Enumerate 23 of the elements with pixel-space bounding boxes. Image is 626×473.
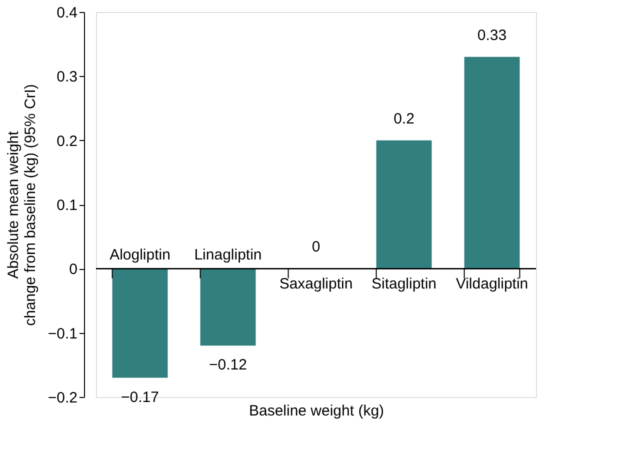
data-label: −0.17	[121, 388, 159, 406]
x-tick-label: Saxagliptin	[279, 276, 353, 293]
data-label: 0.33	[477, 26, 507, 44]
x-axis-title: Baseline weight (kg)	[248, 402, 384, 420]
data-label: 0.2	[394, 110, 414, 128]
y-tick-label: 0.4	[56, 4, 78, 22]
x-tick-label: Linagliptin	[194, 246, 262, 264]
bar	[112, 268, 168, 378]
data-label: −0.12	[209, 356, 247, 374]
bar	[376, 140, 432, 269]
y-tick-label: 0	[69, 261, 78, 278]
y-tick-label: 0.3	[56, 68, 78, 86]
y-tick-label: 0.2	[56, 132, 78, 150]
y-tick-label: −0.1	[48, 325, 78, 342]
bar	[464, 56, 520, 269]
y-tick-label: 0.1	[56, 197, 78, 214]
y-tick-label: −0.2	[48, 390, 78, 406]
bar	[200, 268, 256, 346]
y-axis-title: Absolute mean weight change from baseline (kg) (95% CrI)	[4, 84, 39, 326]
x-tick-label: Vildagliptin	[456, 276, 528, 293]
x-tick-label: Sitagliptin	[371, 276, 437, 293]
x-tick-label: Alogliptin	[110, 246, 170, 264]
data-label: 0	[312, 238, 320, 256]
